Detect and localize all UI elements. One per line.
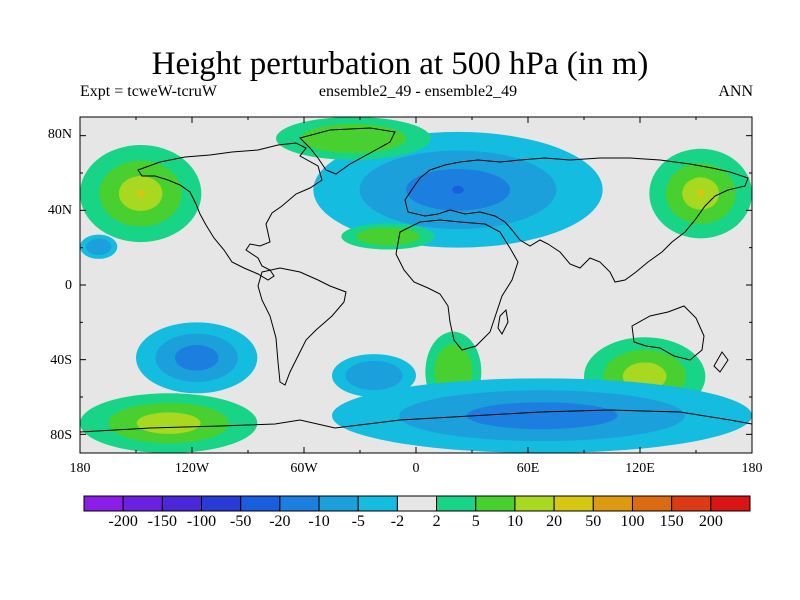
north-pacific-ridge-band-4 <box>136 189 145 198</box>
axis-ticks <box>79 117 753 453</box>
lon-tick-label-0: 0 <box>412 461 420 476</box>
lon-tick-label-60e: 60E <box>516 461 540 476</box>
south-pacific-ridge-band-3 <box>136 412 201 434</box>
colorbar-swatch <box>357 495 398 512</box>
colorbar-swatch <box>396 495 438 512</box>
season-label: ANN <box>718 83 753 100</box>
coastline-antarctica <box>80 409 752 433</box>
experiment-label: Expt = tcweW-tcruW <box>80 83 217 100</box>
colorbar-label: 2 <box>432 513 441 530</box>
colorbar-swatch <box>553 495 594 512</box>
west-pacific-ridge-band-4 <box>696 189 705 198</box>
colorbar-label: -100 <box>186 513 217 530</box>
lon-tick-label-60w: 60W <box>290 461 318 476</box>
colorbar-label: -150 <box>147 513 177 530</box>
colorbar-swatch <box>475 495 516 512</box>
colorbar-label: 10 <box>506 513 523 530</box>
colorbar-swatch <box>592 495 633 512</box>
colorbar-swatch <box>671 495 712 512</box>
coastline-layer <box>80 127 752 433</box>
north-pacific-trough-band-2 <box>85 238 112 255</box>
colorbar-label: -2 <box>390 513 405 530</box>
colorbar-label: -10 <box>308 513 330 530</box>
colorbar-label: 200 <box>698 513 723 530</box>
coastline-australia <box>631 305 705 361</box>
lat-tick-label-eq: 0 <box>65 278 72 293</box>
lat-tick-label-80s: 80S <box>50 428 72 443</box>
colorbar-label: 50 <box>585 513 602 530</box>
southern-ocean-trough-band-3 <box>466 402 618 430</box>
lon-tick-label-120w: 120W <box>174 461 210 476</box>
colorbar-label: 5 <box>471 513 480 530</box>
central-atlantic-ridge-band-2 <box>356 227 420 246</box>
colorbar-swatch <box>161 495 203 512</box>
lat-tick-label-80n: 80N <box>47 127 72 142</box>
coastline-south-america <box>257 267 347 386</box>
colorbar-swatch <box>240 495 281 512</box>
colorbar-label: 150 <box>659 513 684 530</box>
colorbar-swatch <box>201 495 242 512</box>
colorbar-swatch <box>710 495 751 512</box>
lat-tick-label-40n: 40N <box>47 203 72 218</box>
colorbar-swatch <box>122 495 163 512</box>
colorbar-swatch <box>83 495 124 512</box>
colorbar-label: 100 <box>620 513 645 530</box>
ensemble-label: ensemble2_49 - ensemble2_49 <box>318 83 518 100</box>
colorbar-swatch <box>279 495 320 512</box>
lon-tick-label-120e: 120E <box>625 461 655 476</box>
colorbar-label: 20 <box>546 513 563 530</box>
colorbar-label: -5 <box>351 513 365 530</box>
colorbar <box>83 495 751 512</box>
south-atlantic-trough-band-2 <box>345 360 403 391</box>
lat-tick-label-40s: 40S <box>50 353 72 368</box>
colorbar-label: -50 <box>230 513 252 530</box>
plot-title: Height perturbation at 500 hPa (in m) <box>151 46 649 82</box>
colorbar-swatch <box>514 495 555 512</box>
colorbar-swatch <box>318 495 359 512</box>
south-pacific-trough-band-3 <box>174 345 219 371</box>
coastline-north-america <box>137 142 323 281</box>
anomaly-shading-layer <box>80 117 752 453</box>
colorbar-swatch <box>436 495 477 512</box>
coastline-africa <box>395 219 519 351</box>
lon-tick-label-180w: 180 <box>69 461 91 476</box>
arctic-ridge-band-2 <box>300 123 407 154</box>
coastline-eurasia <box>404 157 749 283</box>
coastline-madagascar <box>497 308 509 335</box>
north-atlantic-trough-band-4 <box>452 185 464 194</box>
coastline-greenland <box>299 127 396 175</box>
coastline-new-zealand <box>713 351 729 373</box>
colorbar-swatch <box>631 495 673 512</box>
colorbar-label: -20 <box>269 513 291 530</box>
colorbar-label: -200 <box>108 513 138 530</box>
lon-tick-label-180e: 180 <box>741 461 763 476</box>
